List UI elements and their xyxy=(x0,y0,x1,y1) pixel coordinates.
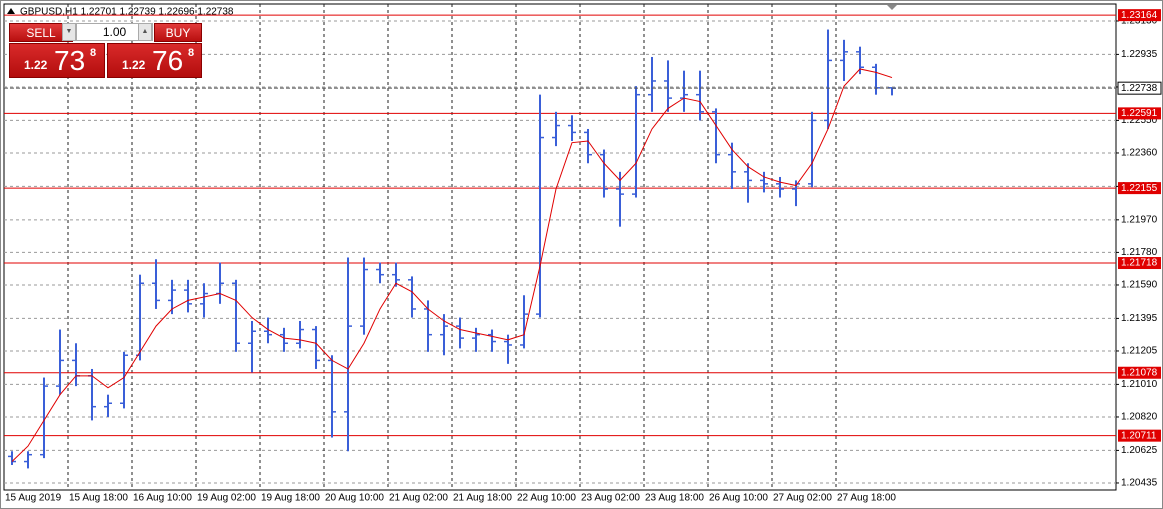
current-price-box xyxy=(1117,81,1162,95)
level-label: 1.21078 xyxy=(1121,367,1158,378)
shift-marker[interactable] xyxy=(887,5,897,10)
lot-up[interactable]: ▲ xyxy=(138,23,152,41)
level-label: 1.20711 xyxy=(1121,430,1157,441)
x-tick-label: 21 Aug 02:00 xyxy=(389,493,448,504)
moving-average xyxy=(11,68,893,462)
y-tick-label: 1.20820 xyxy=(1121,412,1158,423)
level-label-box xyxy=(1118,182,1161,195)
y-tick-label: 1.21780 xyxy=(1121,247,1158,258)
buy-price[interactable]: 1.22 76 8 xyxy=(107,43,202,78)
current-price-label: 1.22738 xyxy=(1121,83,1158,94)
plot-area xyxy=(3,3,1117,491)
x-tick-label: 27 Aug 02:00 xyxy=(773,493,832,504)
level-label-box xyxy=(1118,257,1161,270)
level-label-box xyxy=(1118,366,1161,379)
x-tick-label: 27 Aug 18:00 xyxy=(837,493,896,504)
sell-button[interactable]: SELL xyxy=(9,23,73,42)
y-tick-label: 1.20435 xyxy=(1121,478,1158,489)
collapse-icon[interactable] xyxy=(7,8,15,14)
x-tick-label: 23 Aug 02:00 xyxy=(581,493,640,504)
level-label-box xyxy=(1118,429,1161,442)
buy-button[interactable]: BUY xyxy=(154,23,202,42)
y-tick-label: 1.21590 xyxy=(1121,280,1158,291)
x-tick-label: 15 Aug 2019 xyxy=(5,493,62,504)
y-tick-label: 1.20625 xyxy=(1121,445,1158,456)
price-pip: 8 xyxy=(90,47,97,59)
price-big: 1.22 xyxy=(24,58,48,72)
level-label: 1.21718 xyxy=(1121,258,1158,269)
level-label: 1.23164 xyxy=(1121,10,1158,21)
y-tick-label: 1.22360 xyxy=(1121,148,1158,159)
y-tick-label: 1.21205 xyxy=(1121,346,1158,357)
lot-input[interactable]: 1.00 xyxy=(76,23,153,41)
x-tick-label: 19 Aug 02:00 xyxy=(197,493,256,504)
x-tick-label: 20 Aug 10:00 xyxy=(325,493,384,504)
price-main: 73 xyxy=(54,45,86,76)
price-pip: 8 xyxy=(188,47,195,59)
level-label: 1.22591 xyxy=(1121,108,1158,119)
price-main: 76 xyxy=(152,45,184,76)
level-label: 1.22155 xyxy=(1121,183,1158,194)
y-tick-label: 1.22935 xyxy=(1121,49,1158,60)
chart-title: GBPUSD,H1 1.22701 1.22739 1.22696 1.2273… xyxy=(20,7,234,18)
x-tick-label: 16 Aug 10:00 xyxy=(133,493,192,504)
x-tick-label: 19 Aug 18:00 xyxy=(261,493,320,504)
y-tick-label: 1.22550 xyxy=(1121,115,1158,126)
price-big: 1.22 xyxy=(122,58,146,72)
y-tick-label: 1.21010 xyxy=(1121,379,1158,390)
x-tick-label: 23 Aug 18:00 xyxy=(645,493,704,504)
level-label-box xyxy=(1118,107,1161,120)
lot-down[interactable]: ▼ xyxy=(62,23,76,41)
y-tick-label: 1.21970 xyxy=(1121,214,1158,225)
x-tick-label: 26 Aug 10:00 xyxy=(709,493,768,504)
y-tick-label: 1.21395 xyxy=(1121,313,1158,324)
x-tick-label: 21 Aug 18:00 xyxy=(453,493,512,504)
x-tick-label: 15 Aug 18:00 xyxy=(69,493,128,504)
sell-price[interactable]: 1.22 73 8 xyxy=(9,43,105,78)
x-tick-label: 22 Aug 10:00 xyxy=(517,493,576,504)
level-label-box xyxy=(1118,9,1161,22)
